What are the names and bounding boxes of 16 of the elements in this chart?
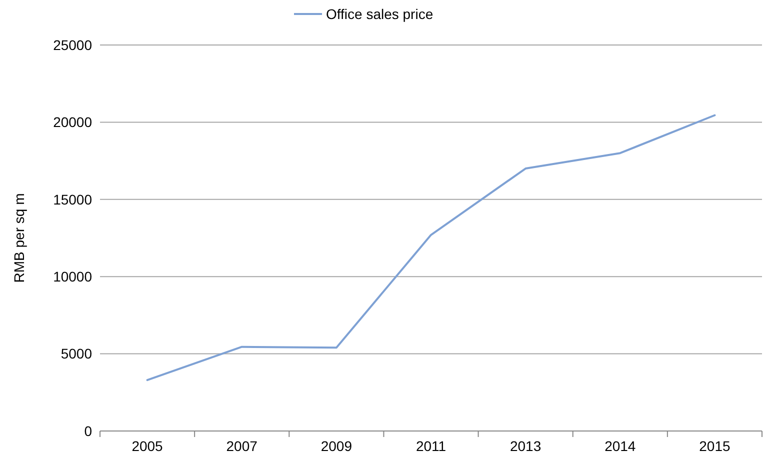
y-tick-label: 20000 (53, 114, 92, 130)
x-tick-label: 2011 (416, 438, 446, 454)
y-axis-title: RMB per sq m (11, 193, 27, 283)
y-tick-label: 15000 (53, 191, 92, 208)
line-series (146, 114, 716, 382)
x-tick-label: 2015 (699, 438, 730, 454)
x-tick-label: 2014 (604, 438, 636, 454)
x-tick-label: 2005 (132, 438, 164, 454)
y-tick-label: 25000 (53, 36, 92, 53)
x-tick-label: 2007 (226, 438, 258, 454)
x-tick-label: 2009 (320, 438, 352, 454)
x-tick-label: 2013 (510, 438, 542, 454)
y-tick-label: 0 (84, 422, 92, 439)
legend-label: Office sales price (326, 6, 434, 22)
y-tick-label: 5000 (60, 346, 92, 362)
y-tick-label: 10000 (53, 268, 92, 284)
